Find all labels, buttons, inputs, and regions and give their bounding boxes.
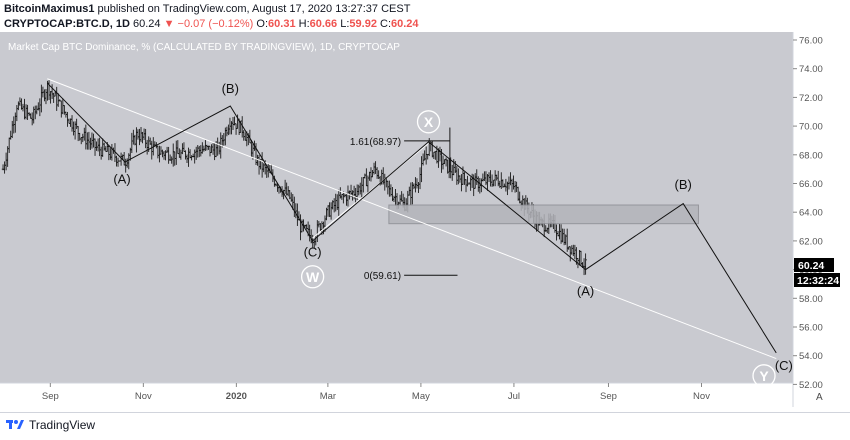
price-tick-label: 58.00 — [799, 294, 823, 305]
drawings: (A) (B) (C) W X (A) (B) (C) Y 1.61(68.97) 0(59.61) — [46, 78, 793, 388]
tradingview-logo[interactable]: TradingView — [6, 418, 95, 432]
price-tick-label: 56.00 — [799, 323, 823, 334]
wave-label-x: X — [424, 114, 434, 130]
last-price: 60.24 — [132, 18, 161, 30]
time-tick-label: May — [412, 391, 430, 402]
time-tick-label: Nov — [693, 391, 710, 402]
wave-label-x-circle — [416, 110, 441, 134]
chart-title: Market Cap BTC Dominance, % (CALCULATED … — [8, 42, 400, 53]
price-tick-label: 64.00 — [799, 208, 823, 219]
wave-label-c2: (C) — [775, 358, 793, 373]
wave-label-w-circle — [300, 265, 325, 289]
wave-label-b2: (B) — [675, 177, 692, 192]
price-tick-label: 68.00 — [799, 150, 823, 161]
low-value: 59.92 — [349, 18, 377, 30]
price-tick-label: 72.00 — [799, 93, 823, 104]
author-name[interactable]: BitcoinMaximus1 — [4, 3, 95, 15]
price-bars — [1, 80, 587, 276]
price-tick-label: 66.00 — [799, 179, 823, 190]
wave-label-a1: (A) — [113, 172, 130, 187]
time-tick-label: 2020 — [226, 391, 247, 402]
price-change: −0.07 (−0.12%) — [177, 18, 254, 30]
time-axis-background[interactable] — [0, 383, 793, 407]
elliott-wave-path — [46, 82, 777, 354]
last-price-box — [794, 258, 834, 272]
resistance-zone — [388, 204, 699, 225]
time-axis-ticks: Sep Nov 2020 Mar May Jul Sep Nov — [42, 383, 710, 402]
high-label: H: — [298, 18, 310, 30]
fib-161-label: 1.61(68.97) — [350, 137, 401, 148]
fib-0-label: 0(59.61) — [364, 271, 401, 282]
countdown-label: 12:32:24 — [797, 275, 839, 287]
auto-scale-button[interactable]: A — [816, 392, 823, 403]
close-label: C: — [380, 18, 392, 30]
tradingview-brand: TradingView — [29, 418, 96, 432]
wave-label-b1: (B) — [222, 81, 239, 96]
last-price-label: 60.24 — [798, 260, 824, 272]
chart-area[interactable]: Market Cap BTC Dominance, % (CALCULATED … — [0, 32, 850, 407]
publish-line: BitcoinMaximus1 published on TradingView… — [4, 2, 824, 17]
symbol-name[interactable]: CRYPTOCAP:BTC.D, 1D — [4, 18, 130, 30]
wave-label-c1: (C) — [304, 245, 322, 260]
wave-label-a2: (A) — [577, 283, 594, 298]
wave-label-w: W — [306, 269, 320, 285]
open-value: 60.31 — [268, 18, 296, 30]
price-tick-label: 62.00 — [799, 236, 823, 247]
price-tick-label: 52.00 — [799, 380, 823, 391]
countdown-box — [794, 273, 840, 287]
time-tick-label: Sep — [600, 391, 617, 402]
tradingview-logo-icon — [6, 420, 24, 429]
time-tick-label: Nov — [135, 391, 152, 402]
high-value: 60.66 — [309, 18, 338, 30]
change-down-icon: ▼ — [163, 18, 175, 30]
w-x-trendline — [312, 142, 429, 239]
price-axis-background[interactable] — [793, 32, 850, 407]
published-text: published on TradingView.com, August 17,… — [97, 3, 411, 15]
price-tick-label: 74.00 — [799, 64, 823, 75]
price-tick-label: 54.00 — [799, 351, 823, 362]
wave-label-y-circle — [752, 364, 776, 388]
price-tick-label: 76.00 — [799, 36, 823, 47]
time-tick-label: Mar — [320, 391, 336, 402]
close-value: 60.24 — [391, 18, 419, 30]
time-tick-label: Jul — [508, 391, 520, 402]
footer-bar: TradingView — [0, 412, 850, 440]
chart-header: BitcoinMaximus1 published on TradingView… — [4, 2, 824, 32]
wave-label-y: Y — [759, 368, 769, 384]
time-tick-label: Sep — [42, 391, 59, 402]
long-trendline — [47, 78, 777, 360]
open-label: O: — [256, 18, 269, 30]
price-chart[interactable]: Market Cap BTC Dominance, % (CALCULATED … — [0, 32, 850, 407]
price-tick-label: 70.00 — [799, 122, 823, 133]
low-label: L: — [340, 18, 350, 30]
ohlc-line: CRYPTOCAP:BTC.D, 1D 60.24 ▼ −0.07 (−0.12… — [4, 17, 824, 32]
